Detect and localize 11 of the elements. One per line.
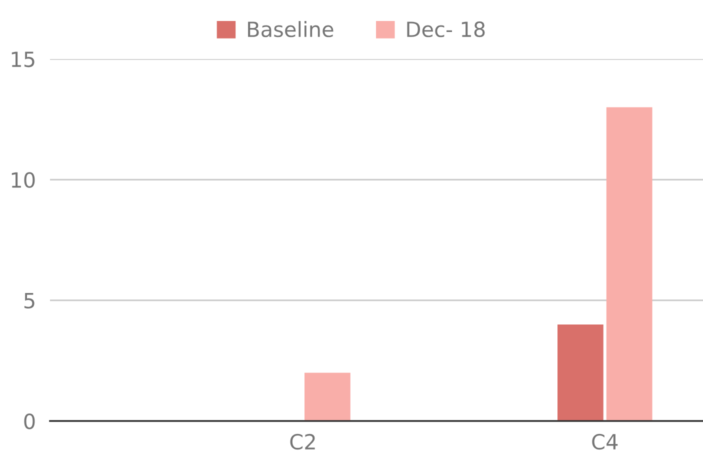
bar (304, 372, 350, 421)
x-tick-label: C2 (290, 434, 315, 450)
y-tick-label: 0 (24, 413, 35, 430)
legend-label: Dec- 18 (407, 21, 485, 38)
bar (606, 107, 652, 421)
x-tick-label: C4 (592, 434, 618, 450)
y-tick-label: 5 (24, 293, 34, 309)
y-tick-label: 10 (12, 172, 35, 188)
y-tick-label: 15 (12, 52, 34, 68)
legend-label: Baseline (248, 21, 334, 38)
bar (557, 324, 604, 421)
